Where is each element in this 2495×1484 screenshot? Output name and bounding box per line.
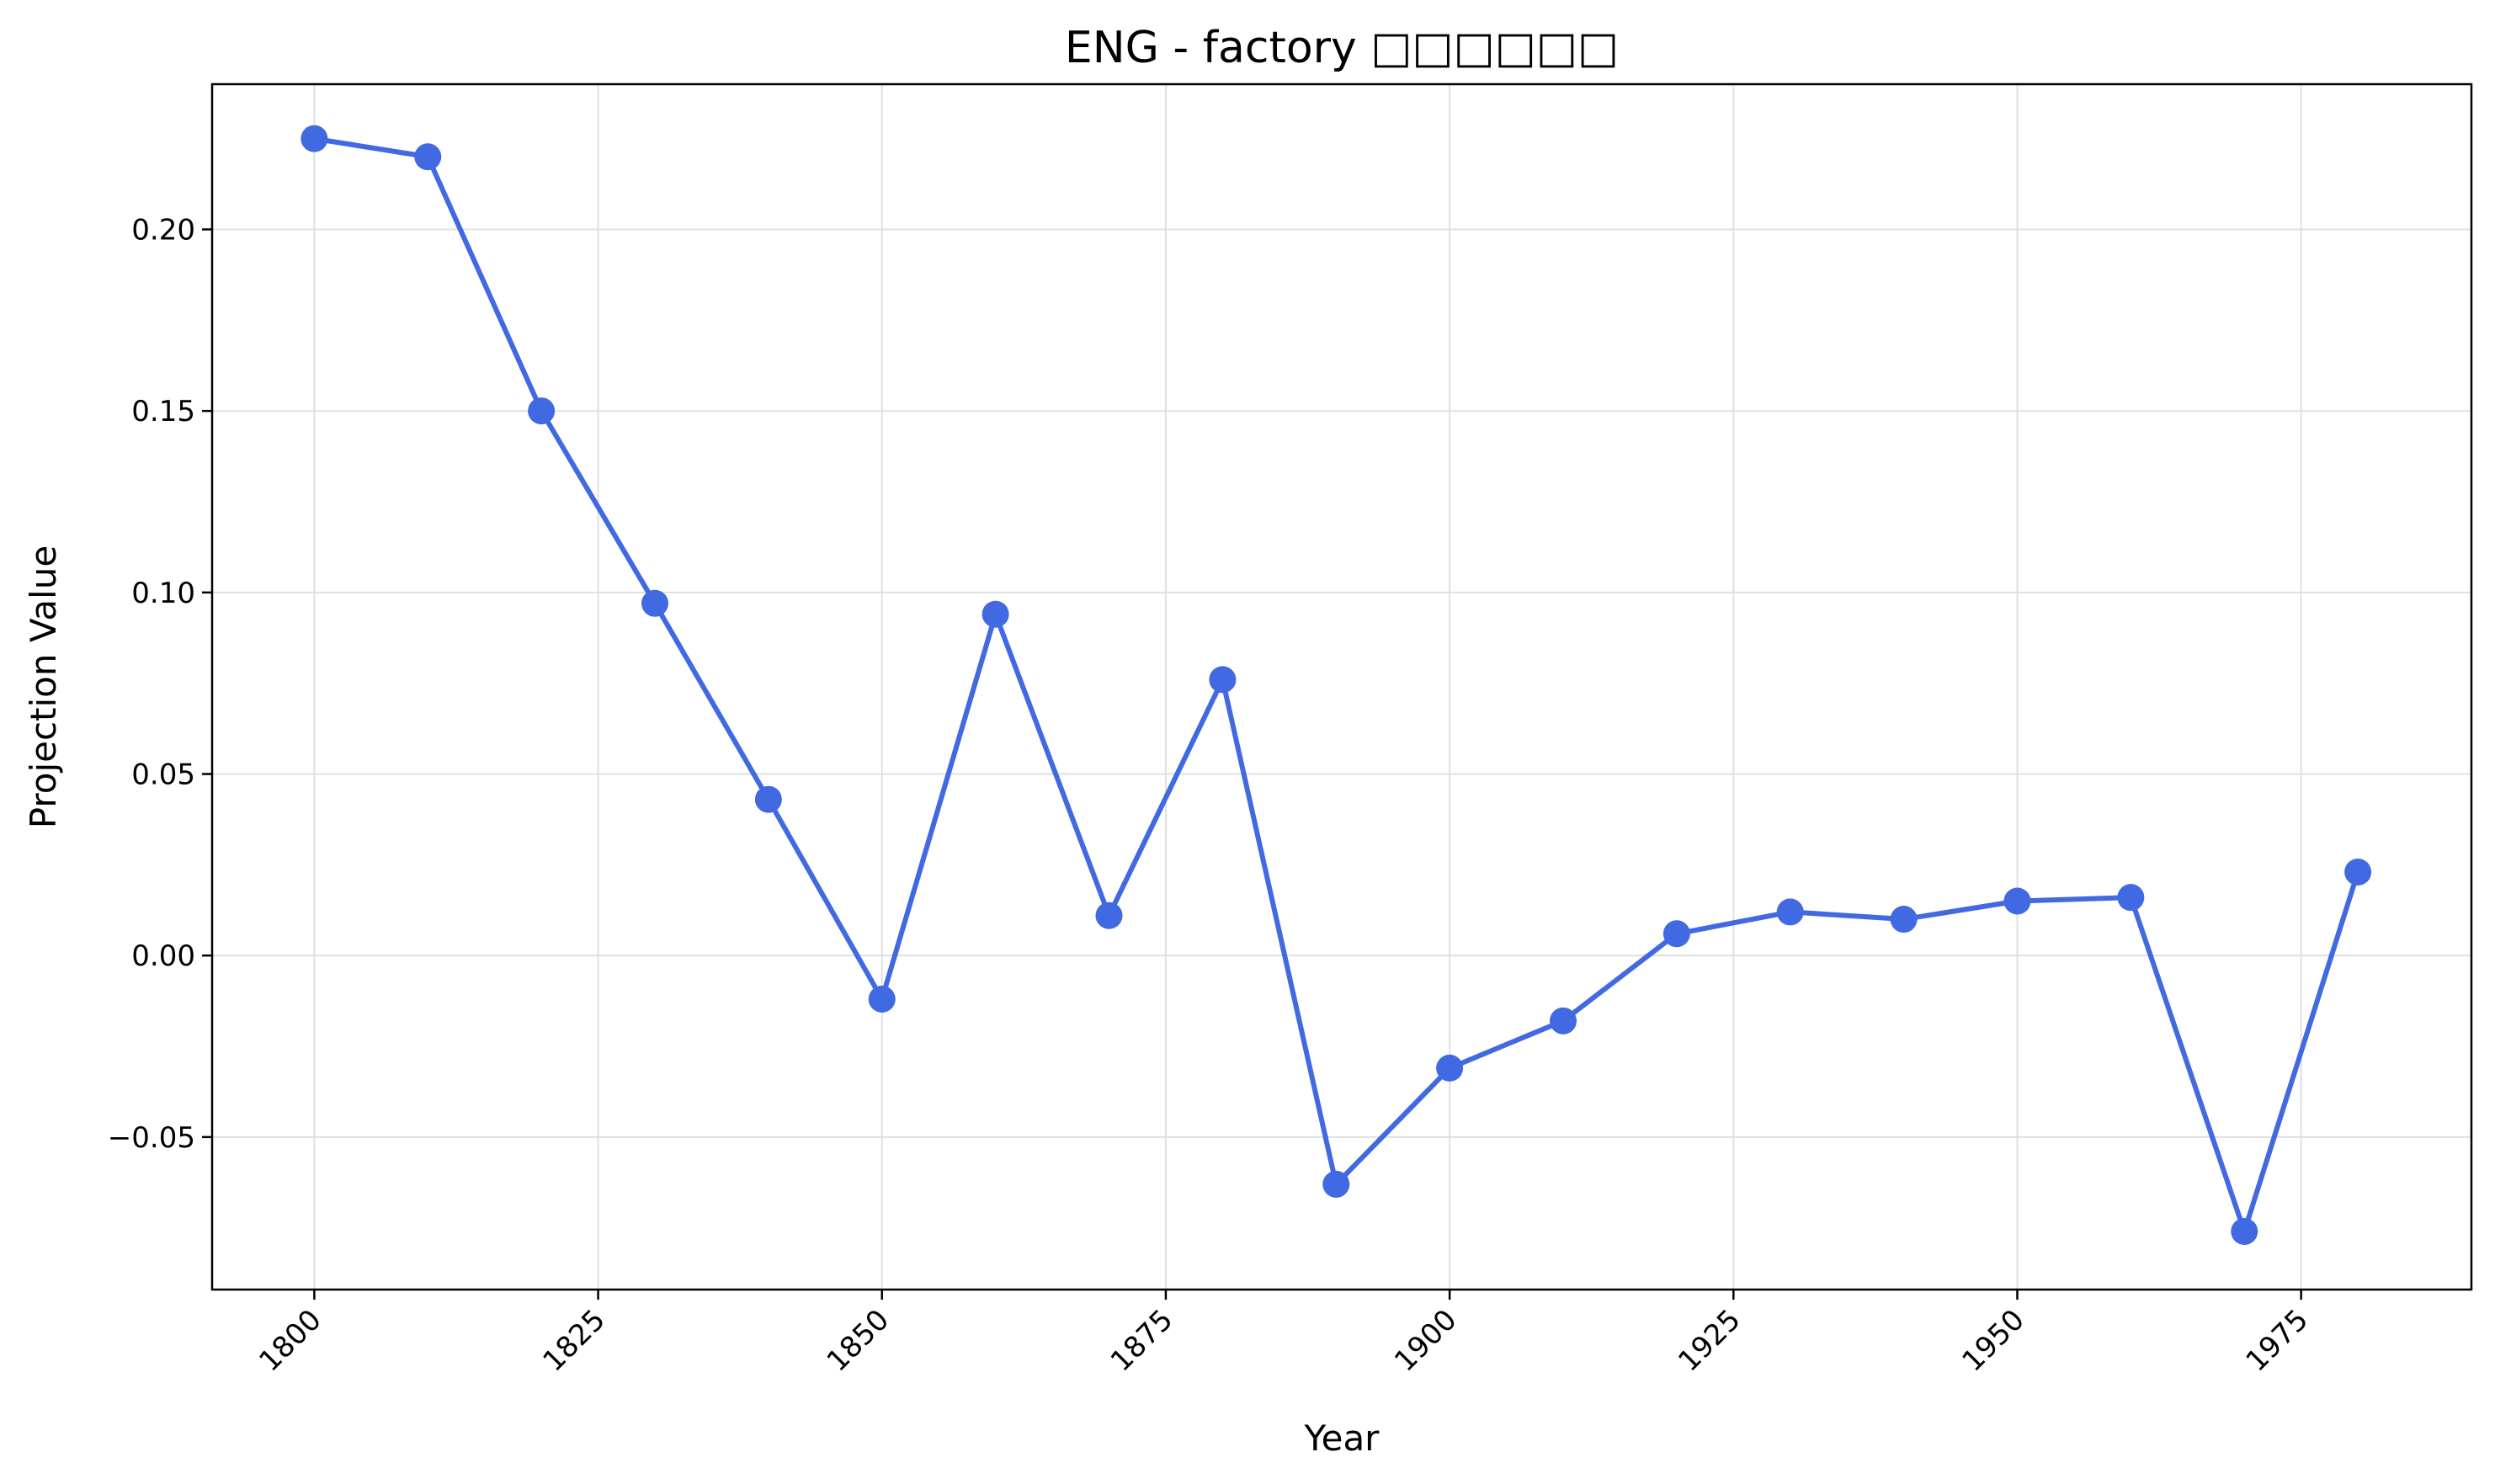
data-points bbox=[301, 125, 2372, 1245]
data-point bbox=[1550, 1007, 1577, 1035]
y-tick-label: 0.15 bbox=[131, 395, 195, 428]
data-point bbox=[1436, 1054, 1464, 1082]
y-tick-label: 0.20 bbox=[131, 214, 195, 247]
data-point bbox=[2344, 858, 2372, 886]
data-point bbox=[2231, 1217, 2258, 1245]
data-point bbox=[301, 125, 328, 152]
data-point bbox=[414, 143, 442, 171]
y-tick-label: 0.00 bbox=[131, 939, 195, 973]
data-point bbox=[1095, 902, 1123, 929]
plot-area-frame bbox=[210, 82, 2473, 1291]
chart-title: ENG - factory □□□□□□ bbox=[1065, 23, 1619, 73]
data-point bbox=[754, 785, 782, 813]
y-axis-ticks: −0.05 0.00 0.05 0.10 0.15 0.20 bbox=[108, 214, 212, 1155]
data-point bbox=[528, 397, 556, 425]
data-point bbox=[2117, 884, 2145, 912]
data-point bbox=[1209, 666, 1237, 694]
data-point bbox=[1322, 1170, 1350, 1198]
y-axis-title: Projection Value bbox=[23, 545, 64, 828]
data-point bbox=[1776, 898, 1804, 926]
data-point bbox=[1662, 920, 1690, 948]
grid-lines bbox=[212, 84, 2471, 1290]
x-axis-title: Year bbox=[1304, 1418, 1380, 1459]
data-point bbox=[1890, 906, 1918, 933]
data-point bbox=[641, 589, 669, 617]
y-tick-label: 0.05 bbox=[131, 758, 195, 792]
y-tick-label: 0.10 bbox=[131, 577, 195, 610]
data-point bbox=[982, 600, 1009, 628]
data-point bbox=[2003, 887, 2031, 915]
y-tick-label: −0.05 bbox=[108, 1121, 195, 1155]
data-point bbox=[868, 985, 896, 1013]
